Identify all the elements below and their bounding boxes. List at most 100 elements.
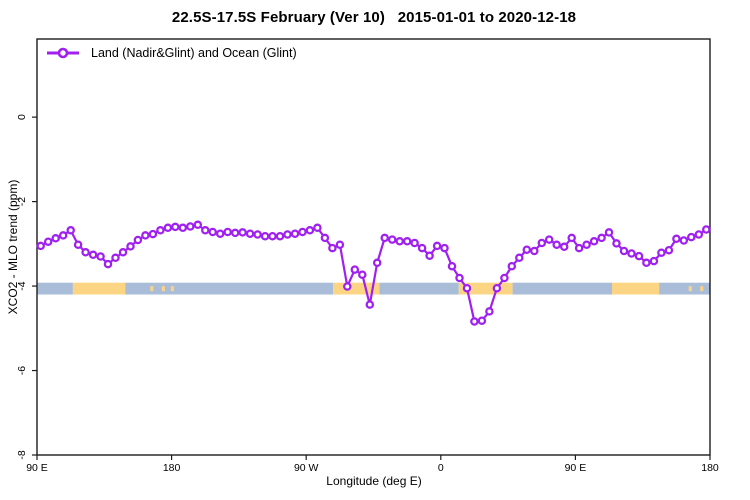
data-point	[156, 226, 165, 235]
data-point	[88, 250, 98, 260]
data-point	[118, 248, 128, 257]
x-tick-label: 180	[163, 462, 181, 474]
data-point	[604, 228, 614, 237]
data-point	[687, 232, 696, 242]
surface-band-ocean	[125, 282, 334, 295]
data-point	[141, 231, 150, 240]
data-point	[81, 248, 90, 257]
plot-frame	[36, 38, 711, 456]
data-point	[657, 248, 666, 257]
data-point	[702, 225, 711, 234]
y-tick-label: -2	[16, 197, 28, 206]
data-point	[372, 258, 382, 268]
data-point	[515, 253, 524, 263]
data-point	[395, 237, 404, 246]
data-point	[208, 227, 217, 237]
data-point	[283, 230, 292, 239]
data-point	[163, 223, 173, 233]
x-tick-label: 90 W	[294, 462, 319, 474]
y-tick-label: 0	[16, 114, 28, 120]
data-point	[634, 251, 644, 261]
surface-band-land	[72, 282, 126, 295]
island-marker	[161, 286, 165, 292]
data-point	[365, 300, 375, 309]
data-point	[201, 226, 210, 235]
data-point	[193, 220, 203, 230]
data-point	[440, 243, 449, 253]
data-point	[567, 233, 576, 243]
data-point	[574, 243, 584, 253]
legend-marker-icon	[47, 47, 79, 59]
data-point	[238, 228, 247, 237]
data-point	[672, 234, 681, 244]
data-point	[223, 227, 232, 237]
data-point	[305, 226, 315, 235]
data-point	[402, 237, 412, 246]
data-point	[507, 261, 517, 271]
surface-band-land	[612, 282, 660, 295]
surface-band-ocean	[37, 282, 73, 295]
data-point	[320, 233, 330, 243]
data-point	[477, 316, 487, 325]
data-point	[230, 228, 240, 238]
data-point	[328, 243, 337, 253]
data-point	[612, 239, 621, 248]
data-point	[455, 273, 464, 283]
y-tick-label: -8	[16, 450, 28, 459]
data-point	[380, 233, 389, 243]
chart-title: 22.5S-17.5S February (Ver 10) 2015-01-01…	[171, 9, 577, 26]
data-point	[260, 231, 270, 241]
data-point	[313, 223, 322, 233]
data-point	[559, 242, 569, 252]
data-point	[447, 261, 457, 271]
data-point	[544, 235, 554, 244]
data-point	[36, 241, 45, 251]
surface-band-land	[333, 282, 380, 295]
data-point	[485, 307, 494, 316]
data-point	[133, 235, 143, 245]
data-point	[425, 251, 434, 260]
data-point	[126, 242, 135, 251]
surface-band-ocean	[512, 282, 613, 295]
legend: Land (Nadir&Glint) and Ocean (Glint)	[45, 46, 297, 60]
data-point	[275, 231, 285, 241]
island-marker	[150, 286, 154, 292]
data-point	[582, 240, 591, 249]
surface-band-ocean	[659, 282, 710, 295]
x-axis-title: Longitude (deg E)	[326, 474, 422, 488]
data-point	[178, 223, 188, 233]
data-point	[350, 265, 360, 274]
x-tick-label: 90 E	[565, 462, 587, 474]
data-point	[103, 259, 113, 269]
data-point	[66, 226, 75, 235]
data-point	[387, 235, 397, 244]
data-point	[358, 270, 367, 279]
x-tick-label: 90 E	[26, 462, 48, 474]
x-tick-label: 0	[438, 462, 444, 474]
data-point	[186, 222, 195, 231]
data-point	[171, 222, 180, 232]
surface-band-ocean	[379, 282, 459, 295]
data-point	[51, 234, 60, 243]
data-point	[343, 282, 352, 291]
data-point	[148, 229, 158, 239]
y-axis-title: XCO2 - MLO trend (ppm)	[6, 179, 20, 315]
data-point	[679, 236, 689, 245]
data-point	[552, 240, 561, 249]
y-tick-label: -6	[16, 366, 28, 375]
y-tick-label: -4	[16, 281, 28, 290]
data-point	[500, 273, 509, 283]
data-point	[111, 253, 120, 263]
data-point	[470, 317, 479, 326]
data-point	[43, 237, 53, 246]
data-point	[73, 240, 83, 249]
data-point	[268, 231, 277, 241]
data-point	[649, 256, 659, 266]
data-point	[664, 245, 674, 255]
data-point	[215, 229, 225, 238]
island-marker	[688, 286, 692, 292]
data-point	[537, 238, 547, 248]
data-point	[96, 252, 105, 261]
